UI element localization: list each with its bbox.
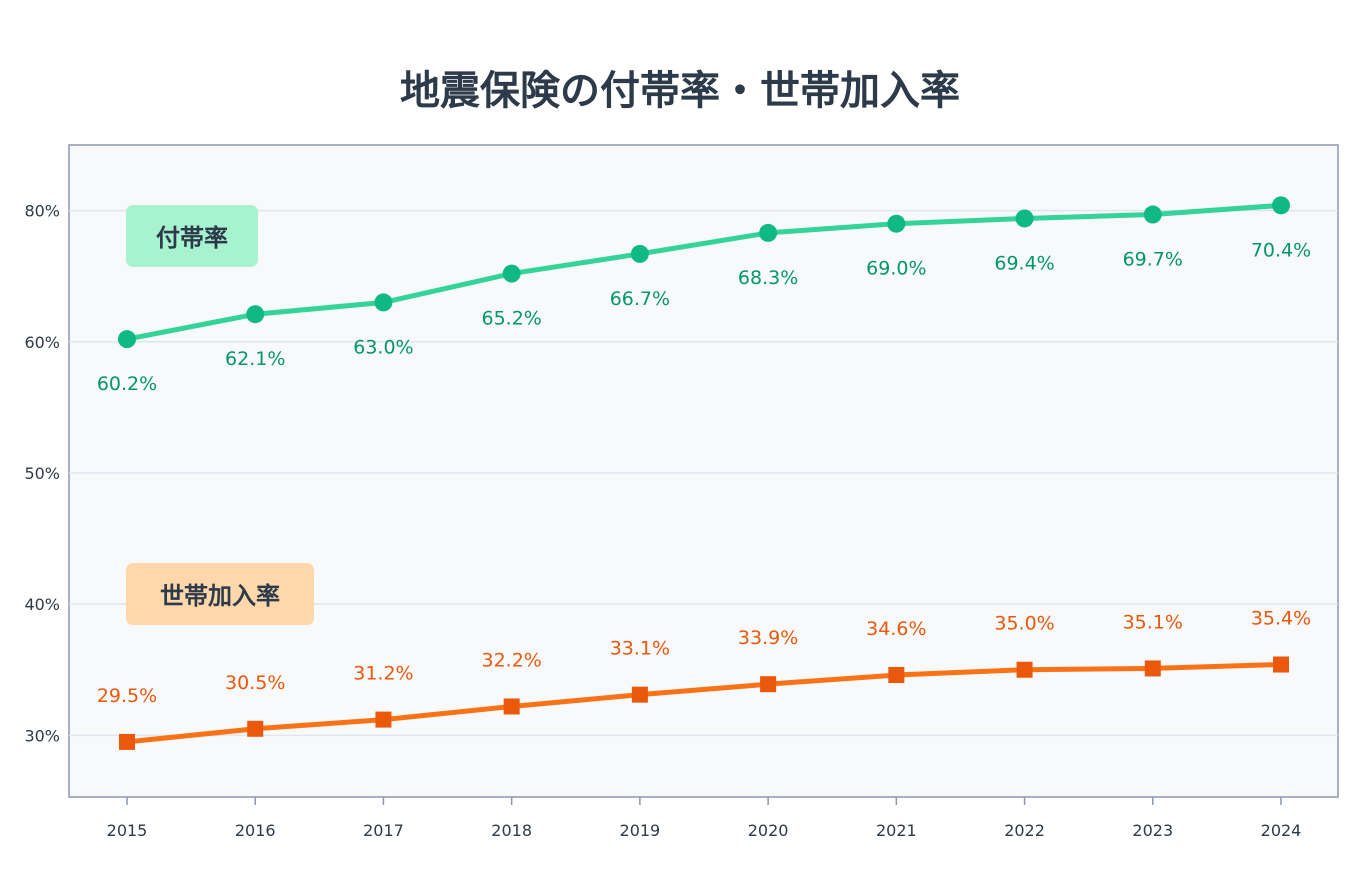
data-label: 34.6% bbox=[866, 618, 926, 640]
data-point bbox=[1016, 661, 1033, 678]
data-label: 69.7% bbox=[1123, 249, 1183, 271]
data-label: 30.5% bbox=[225, 672, 285, 694]
data-point bbox=[375, 711, 392, 728]
data-point bbox=[118, 330, 136, 349]
data-point bbox=[888, 666, 905, 683]
data-label: 68.3% bbox=[738, 267, 798, 289]
data-label: 35.1% bbox=[1123, 611, 1183, 633]
data-point bbox=[247, 720, 264, 737]
data-point bbox=[1273, 656, 1289, 673]
data-label: 66.7% bbox=[610, 288, 670, 310]
data-label: 60.2% bbox=[97, 373, 157, 395]
data-point bbox=[887, 214, 906, 233]
data-label: 63.0% bbox=[353, 336, 413, 358]
data-point bbox=[759, 223, 778, 242]
x-tick-label: 2019 bbox=[620, 821, 661, 840]
data-point bbox=[1144, 660, 1161, 677]
y-tick-label: 50% bbox=[24, 464, 60, 483]
data-label: 69.4% bbox=[994, 252, 1054, 274]
x-tick-label: 2018 bbox=[491, 821, 532, 840]
data-label: 31.2% bbox=[353, 663, 413, 685]
data-point bbox=[1272, 196, 1290, 215]
series-line-1 bbox=[126, 662, 1282, 745]
data-point bbox=[630, 244, 649, 263]
data-label: 33.1% bbox=[610, 638, 670, 660]
data-label: 35.4% bbox=[1251, 608, 1311, 630]
chart-title: 地震保険の付帯率・世帯加入率 bbox=[400, 68, 960, 114]
data-point bbox=[1143, 205, 1162, 224]
data-label: 69.0% bbox=[866, 258, 926, 280]
data-point bbox=[1015, 209, 1034, 228]
data-point bbox=[119, 733, 135, 750]
data-label: 32.2% bbox=[481, 649, 541, 671]
y-tick-label: 40% bbox=[24, 595, 60, 614]
x-tick-label: 2015 bbox=[107, 821, 148, 840]
data-label: 62.1% bbox=[225, 348, 285, 370]
legend-label: 世帯加入率 bbox=[160, 582, 280, 610]
legend-box bbox=[126, 205, 258, 267]
data-point bbox=[374, 293, 393, 312]
x-tick-label: 2023 bbox=[1132, 821, 1173, 840]
legend-label: 付帯率 bbox=[156, 224, 228, 252]
data-label: 33.9% bbox=[738, 627, 798, 649]
x-tick-label: 2022 bbox=[1004, 821, 1045, 840]
data-point bbox=[503, 698, 520, 715]
x-tick-label: 2020 bbox=[748, 821, 789, 840]
data-point bbox=[760, 676, 777, 693]
y-tick-label: 80% bbox=[24, 202, 60, 221]
data-label: 35.0% bbox=[994, 613, 1054, 635]
legend-box bbox=[126, 563, 314, 625]
x-tick-label: 2017 bbox=[363, 821, 404, 840]
y-tick-label: 30% bbox=[24, 726, 60, 745]
data-point bbox=[631, 686, 648, 703]
data-label: 29.5% bbox=[97, 685, 157, 707]
data-point bbox=[502, 264, 521, 283]
series-line-0 bbox=[126, 202, 1282, 342]
x-tick-label: 2021 bbox=[876, 821, 917, 840]
x-tick-label: 2016 bbox=[235, 821, 276, 840]
x-tick-label: 2024 bbox=[1261, 821, 1302, 840]
data-point bbox=[246, 305, 265, 324]
y-tick-label: 60% bbox=[24, 333, 60, 352]
data-label: 65.2% bbox=[481, 308, 541, 330]
data-label: 70.4% bbox=[1251, 239, 1311, 261]
